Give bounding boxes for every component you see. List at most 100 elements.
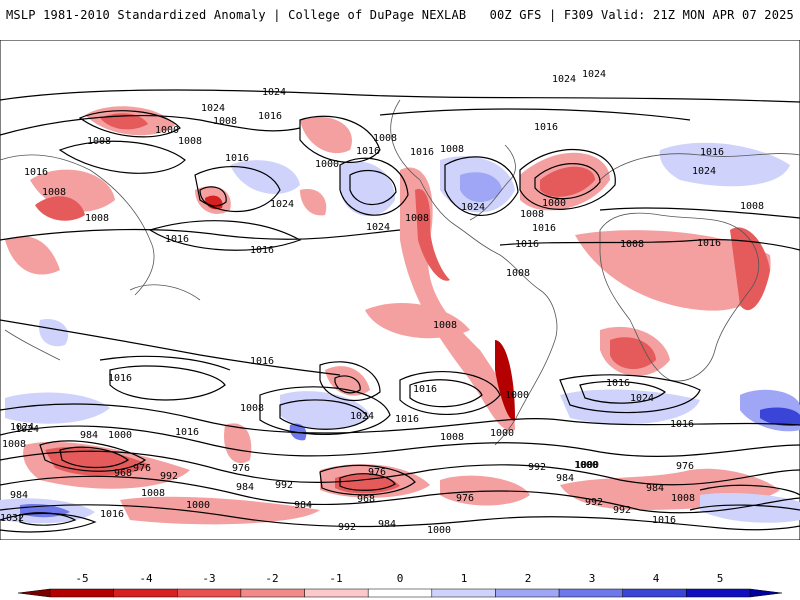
isobar-label: 1024: [552, 74, 576, 85]
coastlines: [0, 99, 800, 446]
isobar-label: 1008: [240, 403, 264, 414]
isobar-label: 1016: [165, 234, 189, 245]
isobar-label: 1008: [440, 144, 464, 155]
isobar-label: 1008: [373, 133, 397, 144]
isobar-label: 976: [456, 493, 474, 504]
isobar-label: 1008: [433, 320, 457, 331]
chart-title-left: MSLP 1981-2010 Standardized Anomaly | Co…: [6, 8, 467, 22]
colorbar-swatch: [431, 588, 496, 598]
isobar-label: 984: [80, 430, 98, 441]
isobar-label: 1000: [155, 125, 179, 136]
isobar-label: 968: [114, 468, 132, 479]
isobar-label: 1008: [620, 239, 644, 250]
isobar-label: 984: [294, 500, 312, 511]
isobar-label: 1024: [692, 166, 716, 177]
isobar-label: 984: [378, 519, 396, 530]
colorbar-tick-label: 0: [396, 572, 404, 585]
colorbar-tick-label: 4: [652, 572, 660, 585]
isobar-label: 1016: [395, 414, 419, 425]
positive-anomaly-shading: [0, 142, 800, 524]
colorbar-swatch: [49, 588, 114, 598]
isobar-label: 984: [646, 483, 664, 494]
isobar-label: 1016: [652, 515, 676, 526]
isobar-label: 976: [133, 463, 151, 474]
isobar-label: 1016: [697, 238, 721, 249]
colorbar-labels: -5 -4 -3 -2 -1 0 1 2 3 4 5: [0, 572, 800, 586]
colorbar-swatch: [686, 588, 751, 598]
colorbar-swatch: [240, 588, 305, 598]
isobar-label: 1000: [490, 428, 514, 439]
isobar-label: 1008: [740, 201, 764, 212]
isobar-label: 1016: [250, 356, 274, 367]
isobar-label: 976: [676, 461, 694, 472]
isobar-label: 1024: [15, 424, 39, 435]
isobar-label: 1024: [461, 202, 485, 213]
isobar-label: 1000: [575, 460, 599, 471]
chart-title-right: 00Z GFS | F309 Valid: 21Z MON APR 07 202…: [489, 8, 794, 22]
colorbar: [17, 588, 783, 598]
isobar-label: 1016: [24, 167, 48, 178]
isobar-label: 1008: [440, 432, 464, 443]
colorbar-tick-label: 1: [460, 572, 468, 585]
isobar-label: 976: [232, 463, 250, 474]
colorbar-tick-label: 3: [588, 572, 596, 585]
isobar-label: 1016: [532, 223, 556, 234]
colorbar-tick-label: -4: [139, 572, 153, 585]
isobar-label: 992: [613, 505, 631, 516]
colorbar-left-arrow: [17, 588, 51, 598]
isobar-label: 1000: [186, 500, 210, 511]
isobar-label: 1016: [670, 419, 694, 430]
isobar-label: 1000: [108, 430, 132, 441]
isobar-label: 1008: [2, 439, 26, 450]
isobar-label: 1008: [405, 213, 429, 224]
isobar-label: 1008: [87, 136, 111, 147]
isobar-labels: 1024 1024 1024 1016 1008 1000 1008 1016 …: [0, 69, 764, 536]
colorbar-swatch: [113, 588, 178, 598]
isobar-label: 1008: [178, 136, 202, 147]
isobar-label: 1016: [258, 111, 282, 122]
isobar-label: 1008: [506, 268, 530, 279]
isobar-label: 1024: [630, 393, 654, 404]
isobar-label: 984: [556, 473, 574, 484]
colorbar-swatch: [367, 588, 433, 598]
isobar-label: 1016: [356, 146, 380, 157]
isobar-label: 1024: [10, 422, 34, 433]
colorbar-tick-label: -1: [329, 572, 343, 585]
colorbar-swatches: [17, 588, 783, 598]
isobar-label: 1016: [534, 122, 558, 133]
isobar-label: 1008: [85, 213, 109, 224]
isobar-label: 1008: [671, 493, 695, 504]
isobar-label: 1024: [366, 222, 390, 233]
isobar-label: 992: [275, 480, 293, 491]
isobar-label: 976: [368, 467, 386, 478]
isobar-label: 1016: [108, 373, 132, 384]
isobar-label: 1000: [505, 390, 529, 401]
isobar-label: 1024: [262, 87, 286, 98]
isobar-label: 1024: [582, 69, 606, 80]
isobar-label: 1016: [250, 245, 274, 256]
isobar-label: 1000: [542, 198, 566, 209]
colorbar-tick-label: -3: [202, 572, 216, 585]
isobar-label: 992: [585, 497, 603, 508]
isobar-label: 1024: [350, 411, 374, 422]
isobar-label: 1008: [141, 488, 165, 499]
isobar-label: 1016: [225, 153, 249, 164]
isobar-label: 1008: [213, 116, 237, 127]
isobar-label: 1016: [410, 147, 434, 158]
isobar-label: 1016: [413, 384, 437, 395]
isobars: [0, 89, 800, 533]
isobar-label: 1000: [574, 460, 598, 471]
colorbar-swatch: [495, 588, 560, 598]
isobar-label: 992: [528, 462, 546, 473]
colorbar-tick-label: 5: [716, 572, 724, 585]
isobar-label: 1016: [606, 378, 630, 389]
isobar-label: 1000: [315, 159, 339, 170]
isobar-label: 1032: [0, 513, 24, 524]
colorbar-swatch: [622, 588, 687, 598]
colorbar-tick-label: 2: [524, 572, 532, 585]
isobar-label: 1016: [700, 147, 724, 158]
isobar-label: 1016: [175, 427, 199, 438]
isobar-label: 1024: [270, 199, 294, 210]
colorbar-tick-label: -2: [265, 572, 279, 585]
isobar-label: 992: [338, 522, 356, 533]
